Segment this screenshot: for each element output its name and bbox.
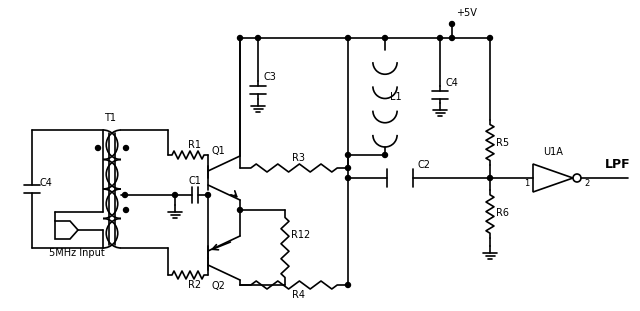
Circle shape [346, 175, 351, 180]
Text: U1A: U1A [543, 147, 563, 157]
Circle shape [346, 35, 351, 40]
Text: R2: R2 [188, 280, 201, 290]
Circle shape [173, 193, 177, 197]
Circle shape [255, 35, 260, 40]
Text: C1: C1 [189, 176, 202, 186]
Circle shape [124, 207, 129, 212]
Circle shape [438, 35, 442, 40]
Circle shape [449, 21, 454, 26]
Circle shape [205, 193, 211, 197]
Circle shape [237, 35, 243, 40]
Text: Q1: Q1 [211, 146, 225, 156]
Circle shape [237, 207, 243, 212]
Text: LPF: LPF [605, 157, 631, 170]
Text: +5V: +5V [456, 8, 477, 18]
Text: R3: R3 [292, 153, 305, 163]
Circle shape [488, 35, 493, 40]
Circle shape [124, 146, 129, 151]
Text: C4: C4 [40, 178, 53, 188]
Text: T1: T1 [104, 113, 116, 123]
Text: R4: R4 [292, 290, 305, 300]
Text: C4: C4 [445, 78, 458, 88]
Circle shape [383, 152, 387, 157]
Circle shape [383, 35, 387, 40]
Text: R5: R5 [496, 138, 509, 148]
Text: 5MHz Input: 5MHz Input [49, 248, 105, 258]
Circle shape [488, 175, 493, 180]
Text: C2: C2 [418, 160, 431, 170]
Circle shape [449, 35, 454, 40]
Circle shape [95, 146, 100, 151]
Text: C3: C3 [263, 72, 276, 82]
Text: 2: 2 [584, 179, 589, 188]
Text: Q2: Q2 [211, 281, 225, 291]
Circle shape [346, 152, 351, 157]
Circle shape [122, 193, 127, 197]
Text: R6: R6 [496, 208, 509, 218]
Text: R12: R12 [291, 230, 310, 240]
Text: 1: 1 [524, 179, 529, 188]
Text: L1: L1 [390, 92, 402, 102]
Circle shape [346, 165, 351, 170]
Text: R1: R1 [188, 140, 201, 150]
Circle shape [346, 282, 351, 287]
